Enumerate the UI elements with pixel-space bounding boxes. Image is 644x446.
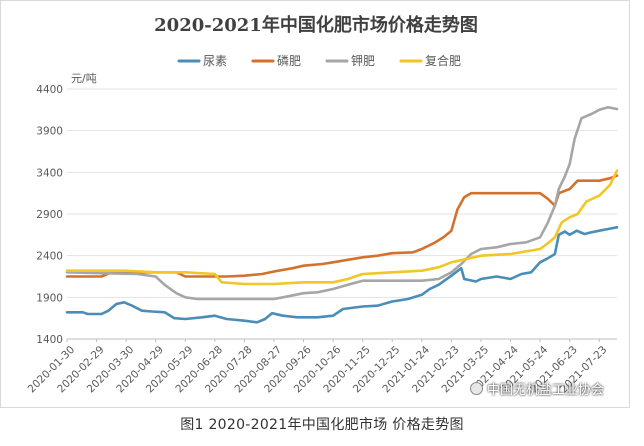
y-tick-label: 2900 [36,209,63,221]
series-line-2 [65,174,619,278]
wechat-icon [470,382,483,395]
watermark: 中国无机盐工业协会 [470,379,604,398]
y-tick-label: 4400 [36,84,63,96]
y-tick-label: 2400 [36,251,63,263]
legend: 尿素 磷肥 钾肥 复合肥 [177,53,461,68]
legend-label: 尿素 [203,54,227,68]
y-tick-label: 3400 [36,167,63,179]
price-trend-chart: 2020-2021年中国化肥市场价格走势图 尿素 磷肥 钾肥 复合肥 元/吨 1400… [26,14,619,395]
y-tick-label: 3900 [36,126,63,138]
watermark-text: 中国无机盐工业协会 [487,383,605,398]
legend-label: 磷肥 [277,53,301,68]
y-tick-label: 1400 [36,334,63,346]
series-lines [65,106,619,324]
y-axis-ticks: 1400 1900 2400 2900 3400 3900 4400 [36,84,63,346]
legend-label: 复合肥 [425,53,461,68]
y-axis-unit-label: 元/吨 [71,72,97,85]
figure-caption: 图1 2020-2021年中国化肥市场 价格走势图 [180,417,464,433]
series-line-4 [65,169,619,286]
legend-label: 钾肥 [351,54,375,68]
series-line-3 [65,106,619,301]
series-line-1 [65,226,619,324]
y-tick-label: 1900 [36,292,63,304]
chart-title: 2020-2021年中国化肥市场价格走势图 [154,14,478,36]
chart-frame: 2020-2021年中国化肥市场价格走势图 尿素 磷肥 钾肥 复合肥 元/吨 1400… [0,0,630,408]
grid-lines [67,88,617,340]
